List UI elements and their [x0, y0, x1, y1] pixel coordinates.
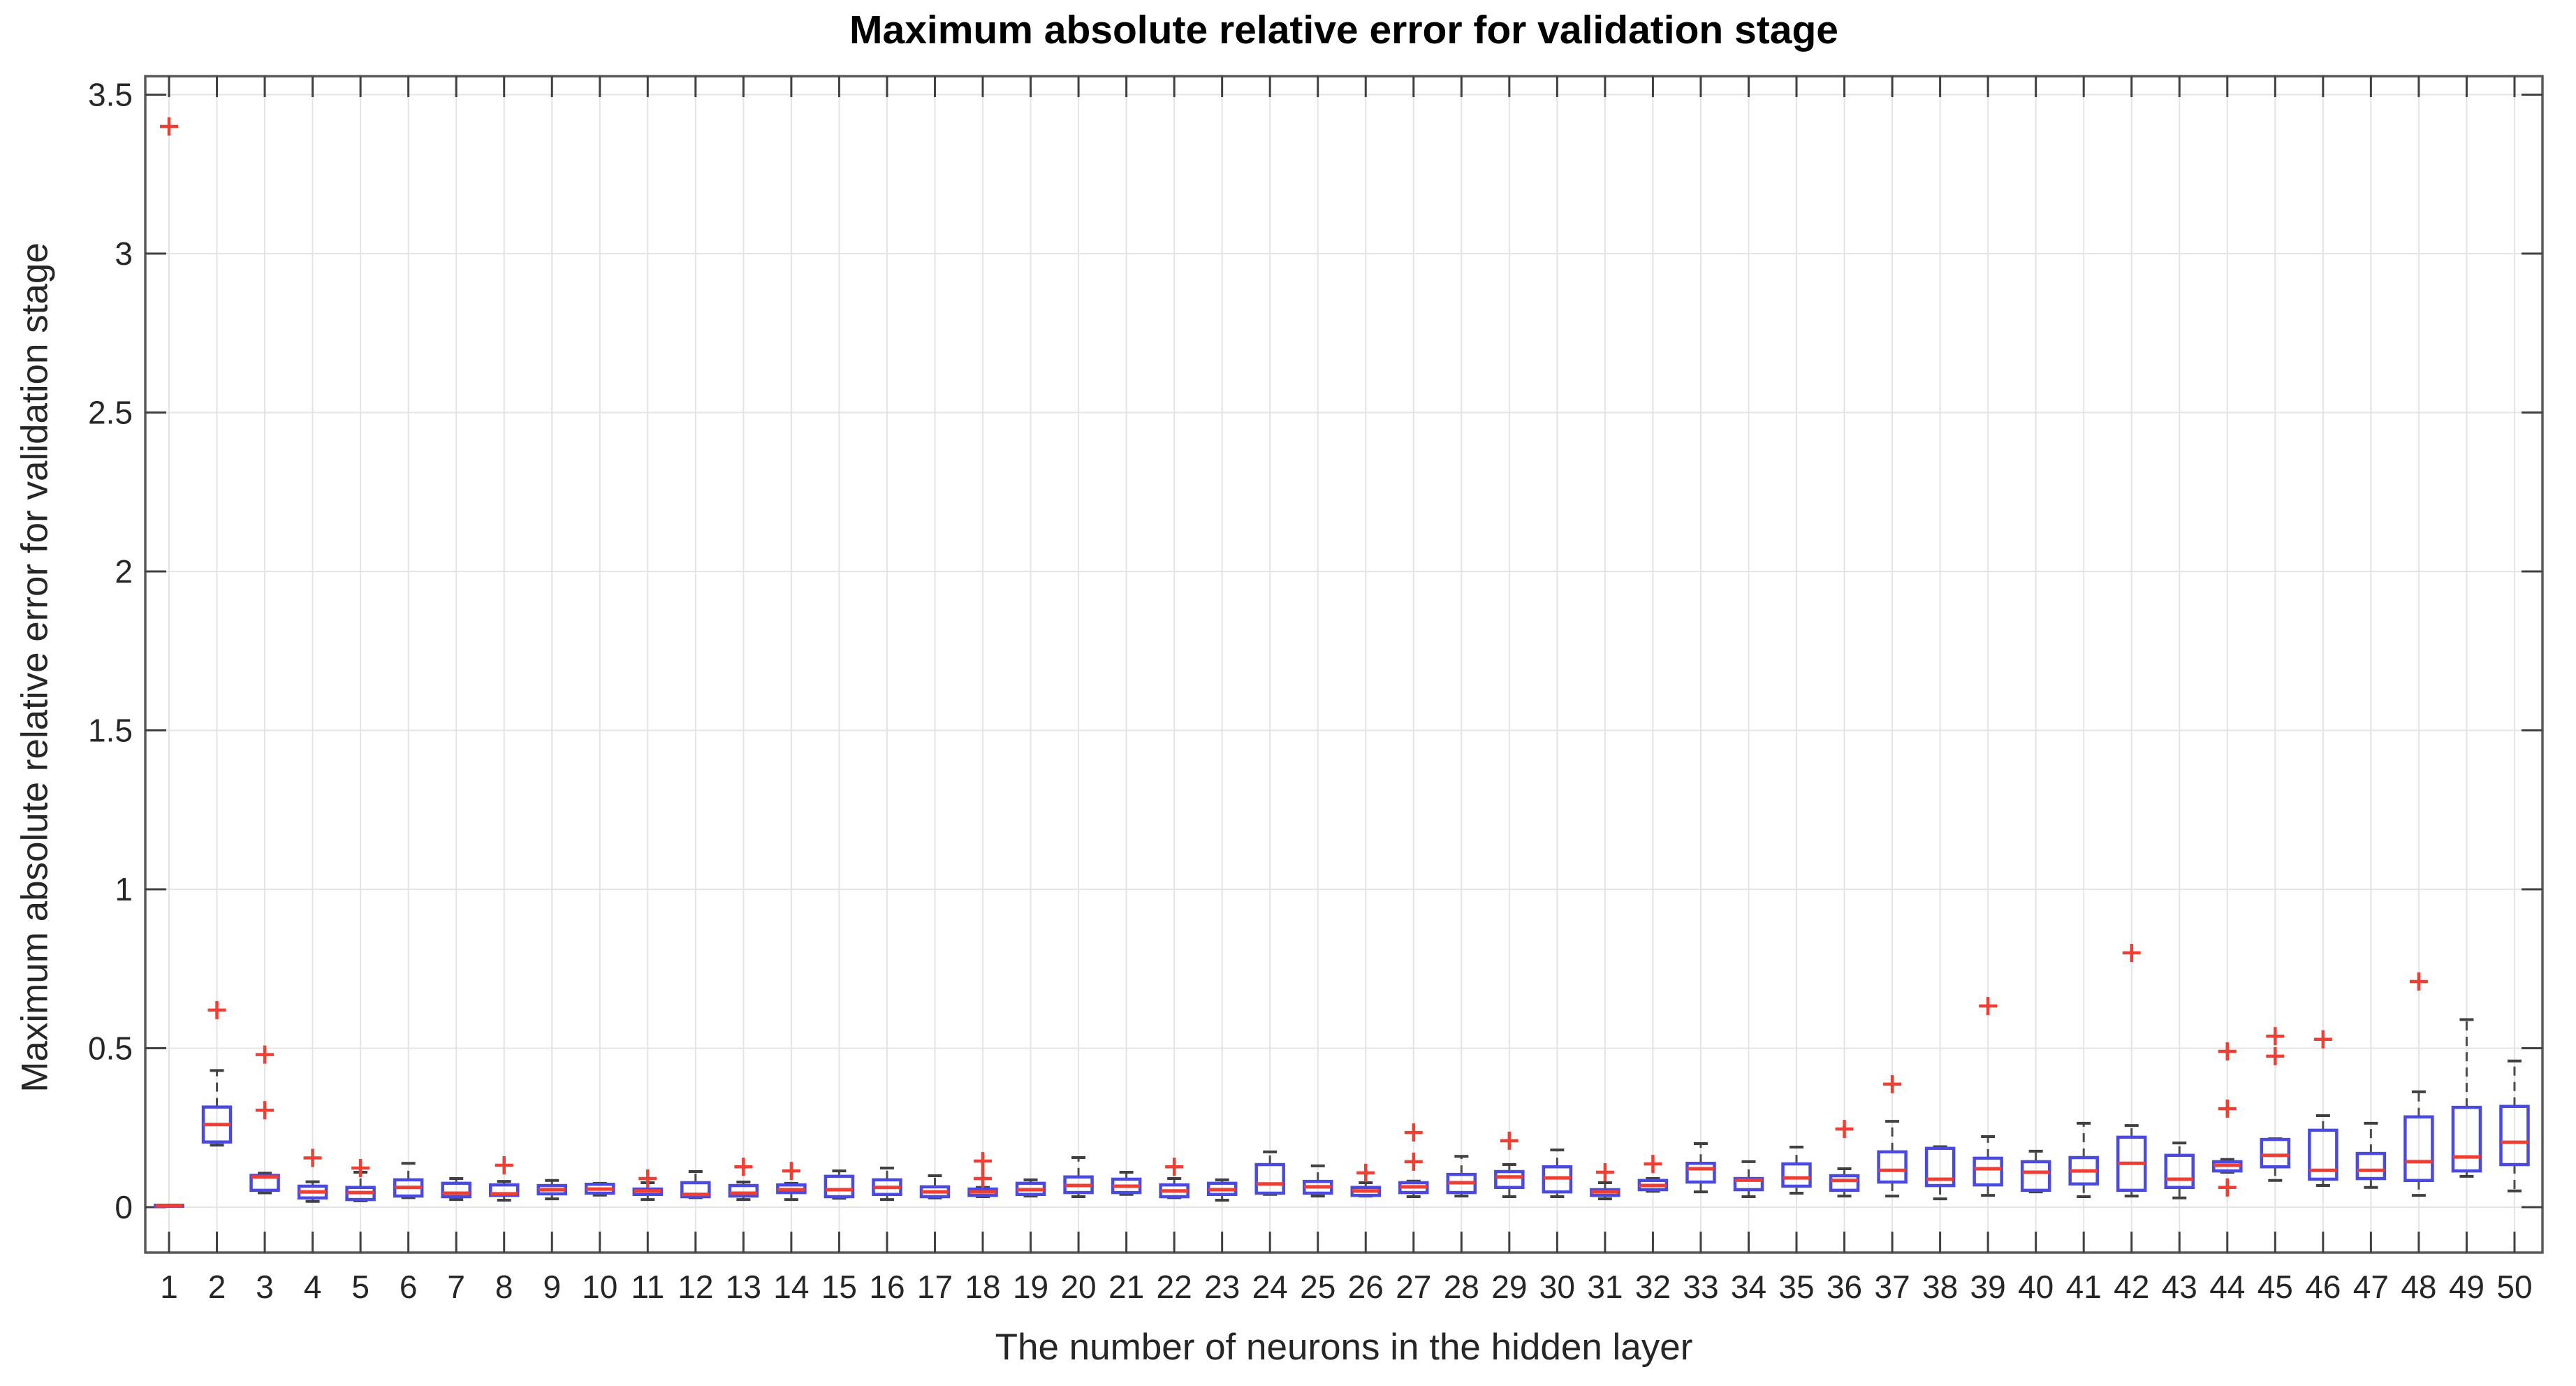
y-tick-label: 3.5 — [88, 77, 133, 113]
box-rect — [2355, 1151, 2387, 1181]
x-tick-label: 22 — [1157, 1269, 1192, 1305]
y-tick-label: 0.5 — [88, 1030, 133, 1067]
x-tick-label: 49 — [2449, 1269, 2484, 1305]
x-tick-label: 50 — [2496, 1269, 2532, 1305]
x-tick-label: 25 — [1300, 1269, 1335, 1305]
box-rect — [2020, 1160, 2051, 1192]
box-rect — [441, 1181, 471, 1199]
x-tick-label: 27 — [1396, 1269, 1431, 1305]
x-tick-label: 12 — [678, 1269, 713, 1305]
x-tick-label: 44 — [2209, 1269, 2245, 1305]
x-tick-label: 18 — [965, 1269, 1000, 1305]
x-tick-label: 10 — [582, 1269, 617, 1305]
x-tick-label: 41 — [2066, 1269, 2102, 1305]
x-tick-label: 3 — [256, 1269, 274, 1305]
x-tick-label: 19 — [1013, 1269, 1048, 1305]
x-tick-label: 30 — [1539, 1269, 1575, 1305]
x-tick-label: 29 — [1491, 1269, 1527, 1305]
x-tick-label: 39 — [1970, 1269, 2006, 1305]
x-tick-label: 9 — [543, 1269, 561, 1305]
x-tick-label: 16 — [869, 1269, 905, 1305]
x-tick-label: 45 — [2257, 1269, 2293, 1305]
x-tick-label: 36 — [1827, 1269, 1862, 1305]
box-rect — [1924, 1146, 1956, 1188]
x-tick-label: 6 — [400, 1269, 418, 1305]
x-tick-label: 47 — [2353, 1269, 2389, 1305]
x-tick-label: 32 — [1635, 1269, 1671, 1305]
y-tick-label: 1.5 — [88, 713, 133, 749]
box-rect — [1494, 1169, 1525, 1190]
x-tick-label: 38 — [1922, 1269, 1958, 1305]
box-rect — [1781, 1162, 1812, 1188]
x-axis-label: The number of neurons in the hidden laye… — [995, 1327, 1693, 1368]
x-tick-label: 40 — [2018, 1269, 2054, 1305]
x-tick-label: 8 — [495, 1269, 513, 1305]
box-rect — [2499, 1104, 2530, 1167]
box-rect — [2308, 1128, 2339, 1181]
box-rect — [2403, 1115, 2434, 1183]
y-tick-label: 3 — [115, 235, 133, 272]
x-tick-label: 48 — [2401, 1269, 2436, 1305]
box-rect — [2451, 1105, 2482, 1173]
x-tick-label: 31 — [1587, 1269, 1623, 1305]
x-tick-label: 4 — [304, 1269, 322, 1305]
box-rect — [1829, 1174, 1860, 1192]
x-tick-label: 20 — [1060, 1269, 1096, 1305]
box-rect — [1685, 1161, 1716, 1184]
x-tick-label: 33 — [1683, 1269, 1718, 1305]
box-rect — [1877, 1150, 1908, 1184]
x-tick-label: 46 — [2305, 1269, 2341, 1305]
x-tick-label: 42 — [2114, 1269, 2149, 1305]
box-rect — [2260, 1137, 2291, 1169]
y-tick-label: 1 — [115, 871, 133, 907]
x-tick-label: 24 — [1252, 1269, 1288, 1305]
box-rect — [824, 1174, 855, 1199]
box-rect — [1254, 1162, 1285, 1195]
x-tick-label: 21 — [1108, 1269, 1144, 1305]
box-rect — [1973, 1156, 2003, 1187]
box-rect — [2164, 1153, 2195, 1190]
chart-title: Maximum absolute relative error for vali… — [849, 8, 1838, 52]
x-tick-label: 14 — [773, 1269, 809, 1305]
x-tick-label: 7 — [447, 1269, 465, 1305]
x-tick-label: 28 — [1444, 1269, 1479, 1305]
x-tick-label: 26 — [1348, 1269, 1384, 1305]
y-tick-label: 2 — [115, 553, 133, 590]
x-tick-label: 23 — [1204, 1269, 1240, 1305]
x-tick-label: 2 — [208, 1269, 226, 1305]
x-tick-label: 37 — [1874, 1269, 1910, 1305]
plot-border — [144, 75, 2544, 1254]
y-tick-label: 2.5 — [88, 395, 133, 431]
x-tick-label: 11 — [631, 1269, 664, 1305]
box-rect — [728, 1183, 759, 1198]
y-tick-label: 0 — [115, 1189, 133, 1225]
x-tick-label: 5 — [351, 1269, 369, 1305]
x-tick-label: 15 — [821, 1269, 857, 1305]
x-tick-label: 1 — [160, 1269, 178, 1305]
box-rect — [680, 1181, 711, 1199]
x-tick-label: 34 — [1731, 1269, 1766, 1305]
x-tick-label: 13 — [726, 1269, 761, 1305]
x-tick-label: 43 — [2162, 1269, 2197, 1305]
x-tick-label: 35 — [1778, 1269, 1814, 1305]
x-tick-label: 17 — [917, 1269, 953, 1305]
